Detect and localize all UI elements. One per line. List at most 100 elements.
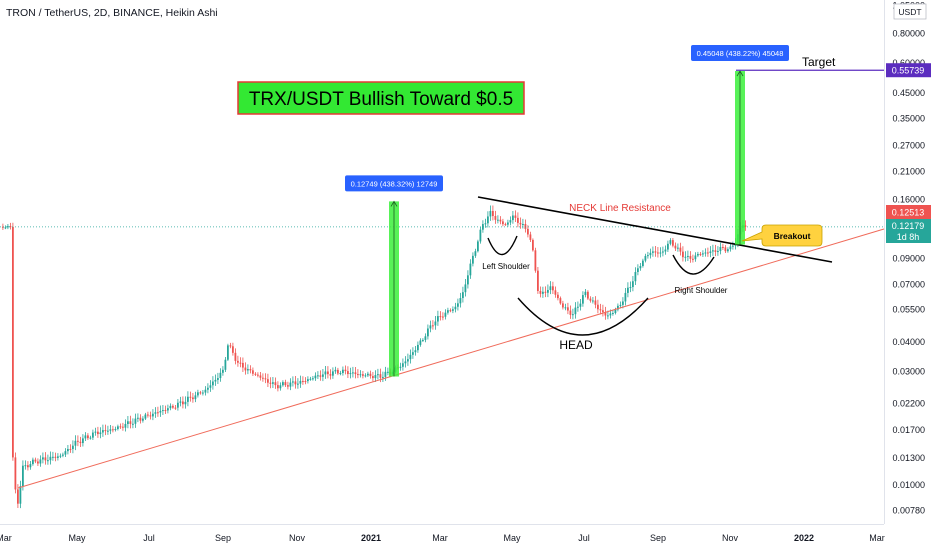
measure-move-1-label: 0.12749 (438.32%) 12749 bbox=[351, 179, 438, 188]
candle bbox=[144, 412, 147, 420]
candle bbox=[727, 247, 729, 253]
title-text: TRX/USDT Bullish Toward $0.5 bbox=[249, 89, 513, 110]
time-tick: Mar bbox=[0, 533, 12, 543]
candle bbox=[357, 369, 359, 379]
candle bbox=[4, 225, 7, 230]
time-tick: May bbox=[503, 533, 521, 543]
price-tick: 0.01300 bbox=[892, 453, 925, 463]
candle bbox=[327, 366, 329, 379]
candle bbox=[339, 370, 342, 376]
candle bbox=[442, 312, 444, 321]
price-tick: 0.02200 bbox=[892, 399, 925, 409]
candle bbox=[557, 291, 559, 301]
support-trendline bbox=[17, 228, 885, 489]
candle bbox=[372, 371, 374, 382]
candle bbox=[159, 405, 162, 417]
candle bbox=[689, 251, 692, 263]
time-tick: Mar bbox=[432, 533, 448, 543]
candle bbox=[532, 238, 534, 252]
candle bbox=[479, 226, 482, 244]
candle bbox=[519, 217, 522, 229]
candle bbox=[477, 239, 479, 253]
candle bbox=[684, 251, 687, 262]
candle bbox=[189, 391, 192, 402]
candle bbox=[607, 310, 609, 320]
candle bbox=[462, 286, 464, 303]
candle bbox=[632, 275, 634, 292]
candle bbox=[237, 355, 239, 367]
candle bbox=[529, 231, 532, 243]
candle bbox=[647, 251, 649, 259]
candle bbox=[122, 422, 124, 431]
candle bbox=[412, 347, 414, 359]
candle bbox=[419, 338, 422, 347]
candle bbox=[687, 250, 689, 262]
candle bbox=[517, 212, 519, 228]
candle bbox=[309, 376, 312, 381]
candle bbox=[359, 370, 362, 378]
candle bbox=[69, 444, 72, 453]
time-tick: Jul bbox=[143, 533, 155, 543]
candle bbox=[564, 303, 567, 311]
candle bbox=[289, 378, 292, 391]
candle bbox=[334, 366, 337, 374]
candle bbox=[24, 460, 27, 470]
candle bbox=[227, 343, 229, 362]
candle bbox=[287, 381, 289, 390]
candle bbox=[127, 416, 129, 429]
candle bbox=[409, 349, 412, 364]
candle bbox=[597, 299, 599, 314]
candle bbox=[254, 372, 257, 377]
candle bbox=[454, 302, 457, 313]
candle bbox=[464, 278, 467, 297]
candle bbox=[172, 404, 174, 409]
candle bbox=[312, 376, 314, 381]
candle bbox=[509, 216, 512, 226]
candle bbox=[599, 303, 602, 315]
time-axis: Mar May Jul Sep Nov 2021 Mar May Jul Sep Nov 2022 Ma… bbox=[0, 533, 885, 543]
candle bbox=[707, 247, 709, 257]
time-tick: Sep bbox=[215, 533, 231, 543]
candle bbox=[262, 373, 264, 382]
candle bbox=[244, 362, 247, 375]
candle bbox=[449, 308, 452, 313]
candle bbox=[52, 451, 54, 461]
candle bbox=[482, 220, 484, 233]
neck-line-label: NECK Line Resistance bbox=[569, 203, 671, 214]
candle bbox=[724, 245, 727, 253]
candle bbox=[664, 245, 667, 255]
candle bbox=[129, 415, 132, 429]
candles bbox=[2, 205, 747, 509]
left-shoulder-arc bbox=[487, 235, 518, 256]
candle bbox=[617, 303, 619, 312]
neck-line bbox=[477, 196, 833, 263]
candle bbox=[554, 286, 557, 298]
candle bbox=[547, 284, 549, 298]
candle bbox=[27, 461, 29, 471]
candle bbox=[494, 210, 497, 224]
candle bbox=[234, 348, 237, 365]
candle bbox=[382, 371, 384, 383]
candle bbox=[219, 368, 222, 382]
candle bbox=[537, 267, 539, 294]
candle bbox=[62, 452, 64, 458]
candle bbox=[314, 372, 317, 381]
candle bbox=[47, 454, 49, 465]
candle bbox=[574, 302, 577, 319]
measure-move-2-label-box bbox=[691, 45, 789, 62]
candle bbox=[364, 373, 367, 378]
candle bbox=[714, 244, 717, 257]
candle bbox=[702, 250, 704, 257]
price-axis: 1.050000.800000.600000.450000.350000.270… bbox=[892, 0, 927, 516]
measure-move-2: 0.45048 (438.22%) 45048 bbox=[691, 45, 789, 245]
candle bbox=[514, 210, 517, 223]
candle bbox=[272, 376, 274, 389]
candle bbox=[39, 455, 42, 467]
candle bbox=[744, 220, 747, 231]
candle bbox=[469, 259, 472, 279]
candle bbox=[404, 356, 407, 368]
candle bbox=[489, 205, 492, 221]
candle bbox=[292, 376, 294, 387]
candle bbox=[19, 480, 22, 509]
